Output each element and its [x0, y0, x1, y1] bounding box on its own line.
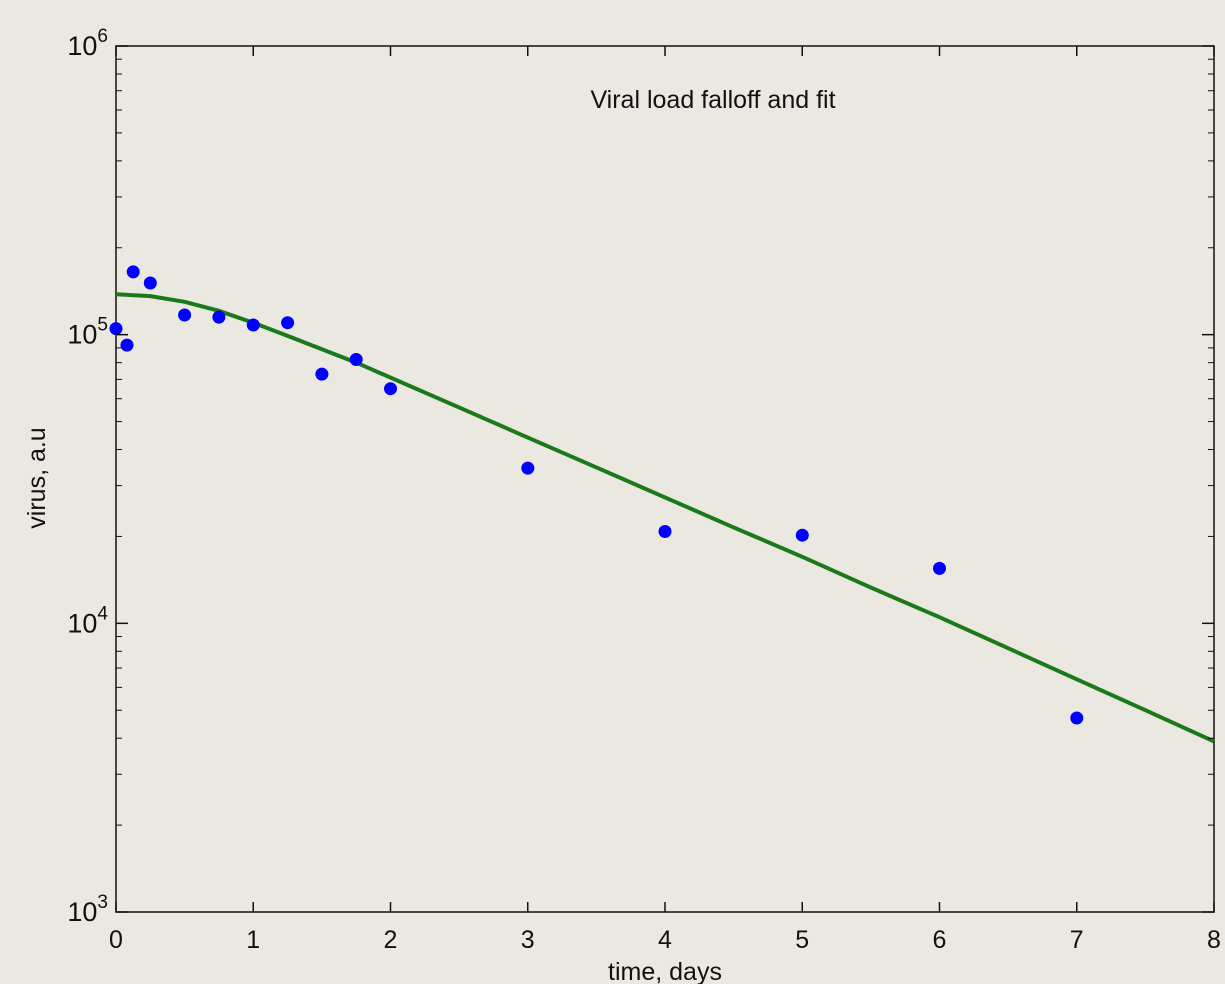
y-tick-label: 105: [67, 315, 108, 350]
data-point: [120, 338, 134, 352]
data-point: [126, 265, 140, 279]
y-axis-label: virus, a.u: [23, 427, 51, 528]
x-tick-label: 5: [795, 926, 809, 954]
data-point: [384, 382, 397, 396]
x-tick-label: 6: [933, 926, 947, 954]
data-point: [933, 561, 946, 575]
fit-line: [115, 292, 1215, 744]
data-point: [349, 353, 363, 366]
x-axis-label: time, days: [608, 958, 722, 984]
data-point: [658, 525, 672, 538]
data-marks: [109, 265, 1215, 744]
data-point: [795, 528, 809, 542]
data-point: [281, 316, 295, 330]
data-point: [109, 322, 123, 336]
data-point: [1070, 711, 1084, 725]
chart-annotation: Viral load falloff and fit: [590, 86, 835, 114]
y-tick-label: 104: [67, 603, 108, 638]
x-tick-label: 7: [1070, 926, 1084, 954]
y-tick-label: 103: [67, 892, 108, 927]
data-point: [315, 367, 329, 381]
x-tick-label: 2: [384, 926, 398, 954]
data-point: [143, 276, 157, 290]
y-tick-label: 106: [67, 26, 108, 61]
data-point: [246, 318, 260, 332]
plot-area: [115, 45, 1215, 913]
x-tick-label: 8: [1207, 926, 1221, 954]
data-point: [212, 310, 226, 324]
data-point: [178, 308, 192, 322]
x-tick-label: 0: [109, 926, 123, 954]
data-point: [521, 461, 535, 475]
plot-frame: [115, 45, 1215, 913]
x-tick-label: 3: [521, 926, 535, 954]
x-tick-label: 1: [246, 926, 260, 954]
x-tick-label: 4: [658, 926, 672, 954]
